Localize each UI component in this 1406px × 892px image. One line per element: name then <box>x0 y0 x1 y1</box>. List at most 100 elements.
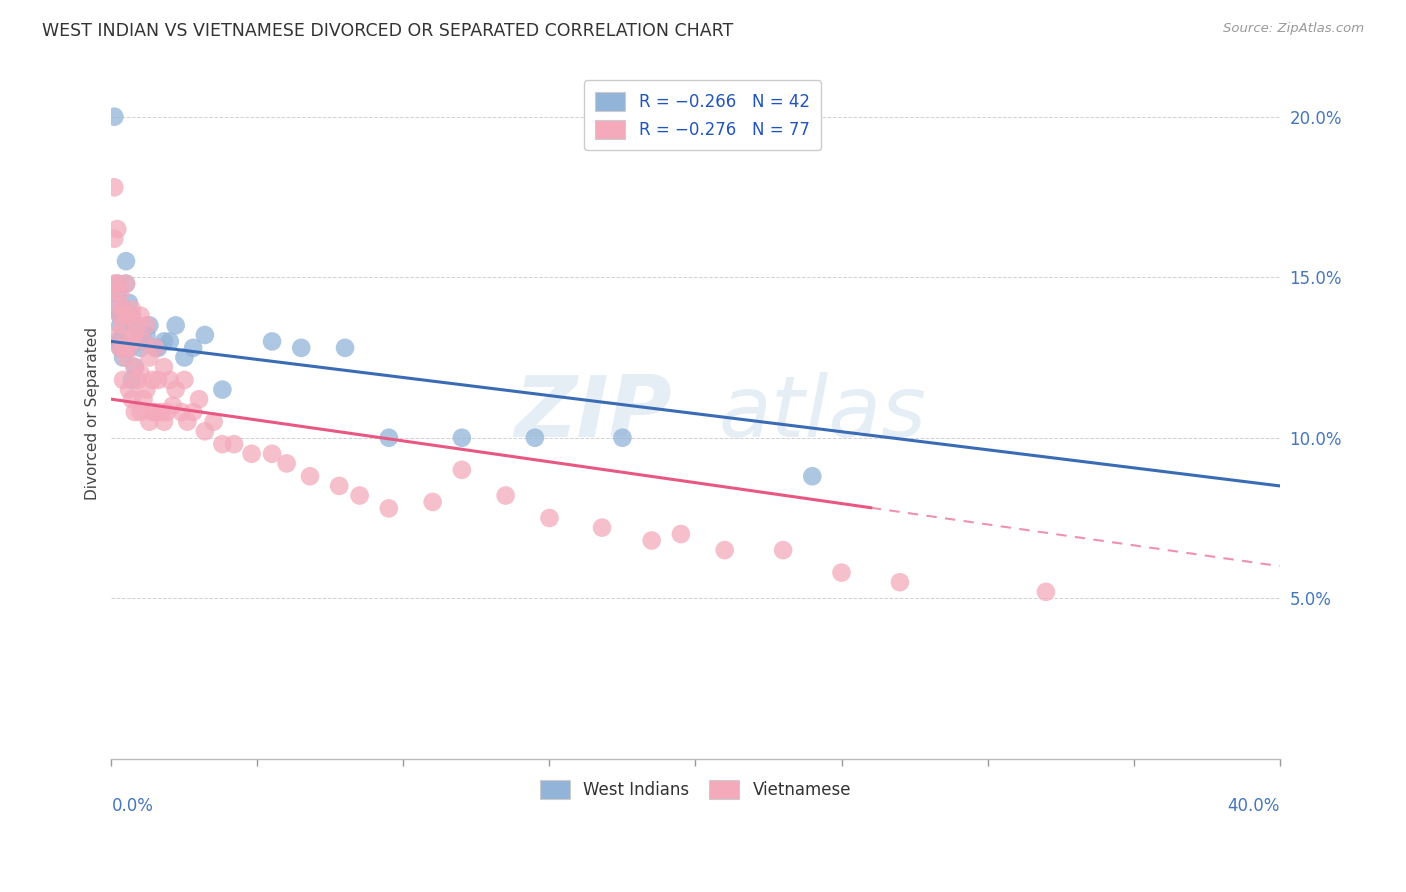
Point <box>108 341 131 355</box>
Point <box>138 415 160 429</box>
Point <box>450 463 472 477</box>
Point <box>159 334 181 349</box>
Point <box>112 302 135 317</box>
Point <box>108 309 131 323</box>
Point <box>349 489 371 503</box>
Point <box>162 399 184 413</box>
Point <box>290 341 312 355</box>
Point <box>146 373 169 387</box>
Point <box>115 254 138 268</box>
Point <box>450 431 472 445</box>
Point <box>240 447 263 461</box>
Point <box>115 309 138 323</box>
Point <box>202 415 225 429</box>
Point <box>121 334 143 349</box>
Point <box>150 405 173 419</box>
Point <box>121 302 143 317</box>
Point <box>115 277 138 291</box>
Text: atlas: atlas <box>718 372 927 455</box>
Point <box>143 341 166 355</box>
Point <box>132 334 155 349</box>
Point <box>176 415 198 429</box>
Point <box>146 341 169 355</box>
Point <box>115 277 138 291</box>
Point <box>153 334 176 349</box>
Point <box>118 309 141 323</box>
Point <box>124 405 146 419</box>
Text: 0.0%: 0.0% <box>111 797 153 814</box>
Point <box>772 543 794 558</box>
Point <box>165 383 187 397</box>
Point <box>138 318 160 333</box>
Text: Source: ZipAtlas.com: Source: ZipAtlas.com <box>1223 22 1364 36</box>
Point <box>129 341 152 355</box>
Point <box>801 469 824 483</box>
Point <box>153 360 176 375</box>
Point <box>129 405 152 419</box>
Point <box>129 309 152 323</box>
Point <box>108 286 131 301</box>
Point <box>495 489 517 503</box>
Point <box>132 392 155 407</box>
Point <box>124 360 146 375</box>
Point <box>108 318 131 333</box>
Point <box>591 521 613 535</box>
Point <box>378 431 401 445</box>
Point <box>135 328 157 343</box>
Point <box>612 431 634 445</box>
Point <box>108 309 131 323</box>
Point <box>127 318 149 333</box>
Point <box>108 334 131 349</box>
Point <box>105 296 128 310</box>
Point <box>194 328 217 343</box>
Point <box>181 341 204 355</box>
Point <box>260 334 283 349</box>
Point <box>211 383 233 397</box>
Point <box>141 405 163 419</box>
Point <box>108 341 131 355</box>
Point <box>127 373 149 387</box>
Point <box>222 437 245 451</box>
Point <box>112 302 135 317</box>
Point <box>124 360 146 375</box>
Point <box>121 373 143 387</box>
Text: WEST INDIAN VS VIETNAMESE DIVORCED OR SEPARATED CORRELATION CHART: WEST INDIAN VS VIETNAMESE DIVORCED OR SE… <box>42 22 734 40</box>
Point <box>115 351 138 365</box>
Point <box>121 309 143 323</box>
Point <box>831 566 853 580</box>
Point <box>298 469 321 483</box>
Point <box>135 318 157 333</box>
Point <box>112 318 135 333</box>
Point <box>118 341 141 355</box>
Point <box>713 543 735 558</box>
Point <box>143 341 166 355</box>
Point <box>103 302 125 317</box>
Point <box>194 425 217 439</box>
Point <box>173 351 195 365</box>
Point <box>118 383 141 397</box>
Point <box>276 457 298 471</box>
Point <box>103 232 125 246</box>
Point <box>211 437 233 451</box>
Text: 40.0%: 40.0% <box>1227 797 1279 814</box>
Point <box>173 373 195 387</box>
Point <box>118 296 141 310</box>
Point <box>141 373 163 387</box>
Point <box>124 328 146 343</box>
Point <box>889 575 911 590</box>
Point <box>159 373 181 387</box>
Point <box>188 392 211 407</box>
Point <box>112 373 135 387</box>
Point <box>669 527 692 541</box>
Point <box>378 501 401 516</box>
Point <box>124 318 146 333</box>
Point <box>181 405 204 419</box>
Y-axis label: Divorced or Separated: Divorced or Separated <box>86 327 100 500</box>
Point <box>112 341 135 355</box>
Point <box>143 405 166 419</box>
Point <box>127 334 149 349</box>
Point <box>105 328 128 343</box>
Point <box>105 286 128 301</box>
Point <box>165 318 187 333</box>
Point <box>641 533 664 548</box>
